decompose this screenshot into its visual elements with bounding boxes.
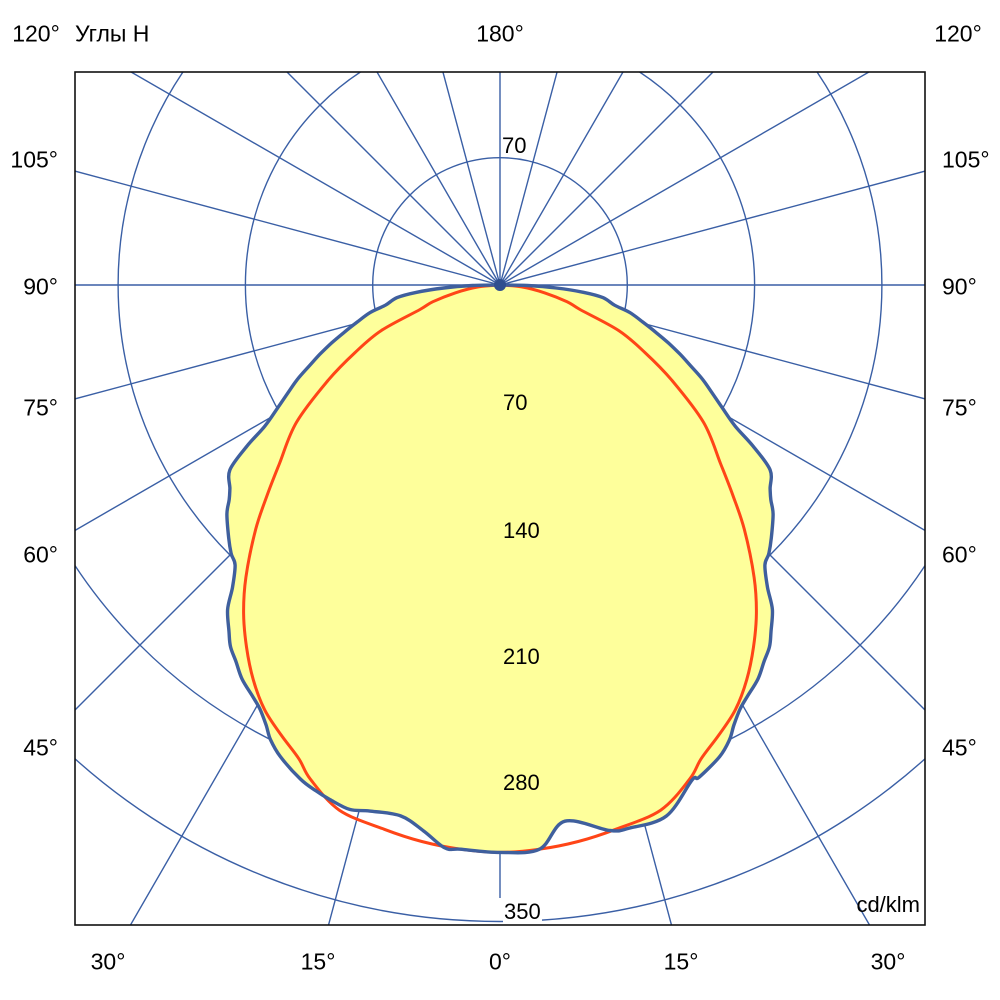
angle-label-left-60: 60°: [23, 541, 58, 568]
angle-label-bottom-30L: 30°: [90, 948, 126, 975]
angle-label-left-90: 90°: [23, 273, 58, 300]
radial-tick-140: 140: [503, 518, 540, 543]
angle-label-top-center: 180°: [476, 20, 524, 47]
angle-label-top-right: 120°: [934, 20, 982, 47]
unit-label: cd/klm: [856, 892, 920, 917]
angle-label-right-90: 90°: [942, 273, 977, 300]
radial-tick-70: 70: [503, 390, 528, 415]
angle-label-bottom-15R: 15°: [663, 948, 699, 975]
radial-tick-280: 280: [503, 770, 540, 795]
radial-tick-350: 350: [503, 899, 542, 924]
angle-label-right-105: 105°: [942, 146, 990, 173]
angle-label-right-75: 75°: [942, 394, 977, 421]
angle-label-left-75: 75°: [23, 394, 58, 421]
angle-label-top-left: 120°: [12, 20, 60, 47]
radial-tick-210: 210: [503, 644, 540, 669]
angle-label-left-105: 105°: [10, 146, 58, 173]
angle-label-bottom-15L: 15°: [300, 948, 336, 975]
angle-label-left-45: 45°: [23, 734, 58, 761]
angle-label-right-60: 60°: [942, 541, 977, 568]
angle-label-bottom-30R: 30°: [870, 948, 906, 975]
plane-title: Углы H: [75, 20, 150, 47]
angle-label-right-45: 45°: [942, 734, 977, 761]
angle-label-bottom-0: 0°: [489, 948, 511, 975]
radial-tick-70-top: 70: [502, 133, 527, 158]
